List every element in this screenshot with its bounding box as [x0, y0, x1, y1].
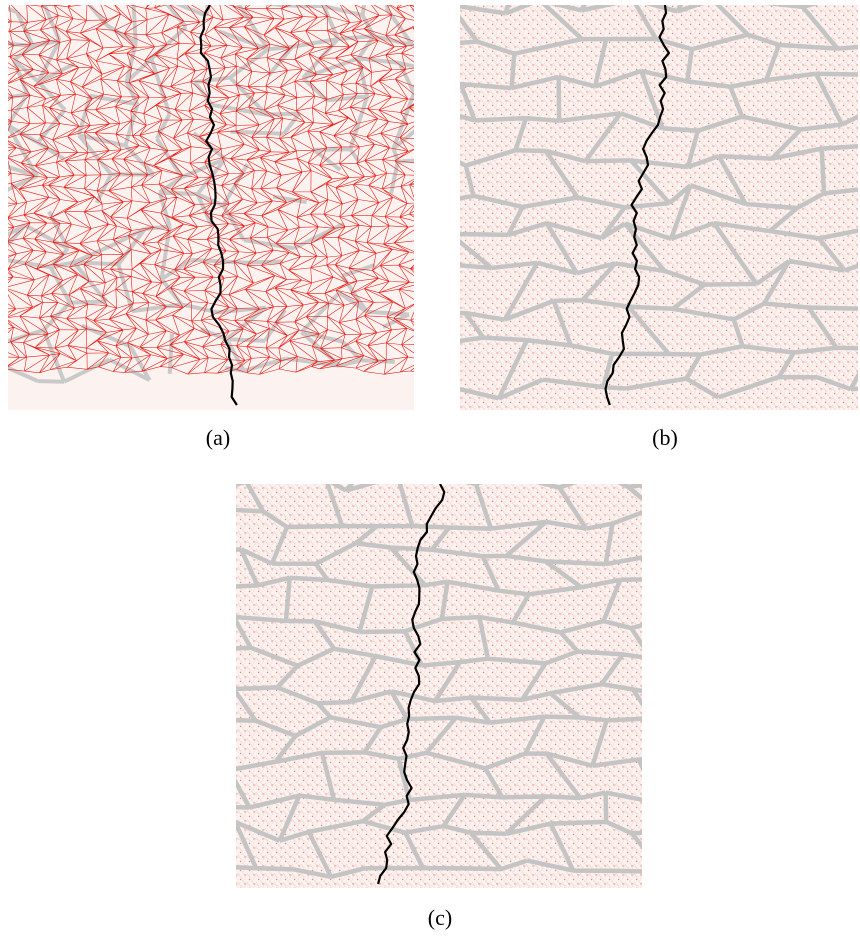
panel-label: (a) [206, 425, 230, 450]
mesh-panel [460, 5, 858, 410]
mesh-panel [8, 5, 414, 410]
crack-path [377, 484, 446, 885]
panel-label: (c) [428, 905, 452, 930]
triangle-mesh [8, 5, 414, 375]
grain-boundaries [236, 484, 642, 880]
mesh-panel [236, 484, 642, 888]
crack-path [199, 5, 238, 406]
grain-boundaries [460, 5, 858, 401]
panel-label: (b) [652, 425, 678, 450]
crack-path [604, 5, 670, 406]
